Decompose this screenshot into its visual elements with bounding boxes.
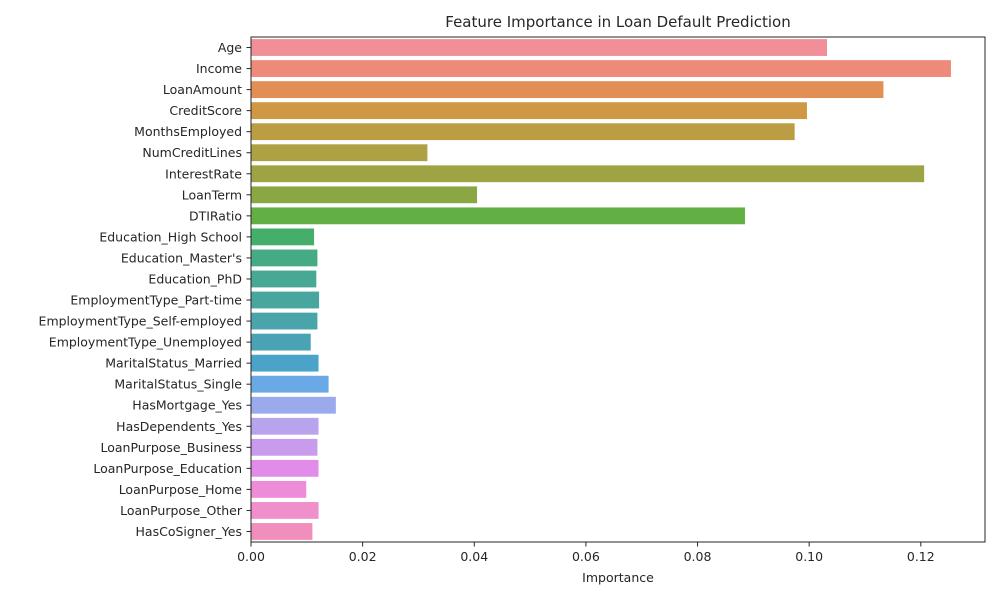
- bar-employmenttype-part-time: [251, 291, 320, 309]
- bars-layer: [251, 39, 951, 540]
- bar-age: [251, 39, 828, 56]
- y-tick-label: LoanPurpose_Home: [119, 482, 243, 497]
- x-axis-label: Importance: [582, 570, 654, 585]
- bar-employmenttype-self-employed: [251, 312, 318, 330]
- y-tick-label: LoanPurpose_Education: [93, 461, 242, 476]
- y-tick-label: HasDependents_Yes: [116, 419, 242, 434]
- chart-title: Feature Importance in Loan Default Predi…: [445, 13, 790, 31]
- y-tick-label: Age: [218, 40, 242, 55]
- bar-creditscore: [251, 102, 807, 120]
- y-tick-label: Education_PhD: [148, 271, 242, 286]
- bar-education-phd: [251, 270, 317, 288]
- x-tick-label: 0.10: [795, 549, 823, 564]
- bar-loanpurpose-business: [251, 438, 318, 456]
- bar-numcreditlines: [251, 144, 428, 162]
- x-tick-labels: 0.00 0.02 0.04 0.06 0.08 0.10 0.12: [237, 549, 935, 564]
- y-tick-label: EmploymentType_Self-employed: [39, 314, 242, 329]
- x-tick-label: 0.02: [349, 549, 377, 564]
- bar-education-master-s: [251, 249, 318, 267]
- bar-loanamount: [251, 81, 884, 99]
- bar-loanpurpose-home: [251, 480, 307, 498]
- y-tick-label: MaritalStatus_Single: [114, 377, 242, 392]
- bar-loanpurpose-other: [251, 502, 319, 519]
- y-tick-label: MaritalStatus_Married: [105, 356, 242, 371]
- bar-loanpurpose-education: [251, 459, 319, 477]
- y-tick-label: DTIRatio: [189, 208, 242, 223]
- x-tick-label: 0.12: [907, 549, 935, 564]
- y-tick-label: EmploymentType_Part-time: [70, 293, 242, 308]
- y-tick-label: Income: [196, 61, 242, 76]
- y-tick-label: LoanPurpose_Other: [120, 503, 243, 518]
- y-tick-label: Education_High School: [99, 229, 242, 244]
- x-tick-label: 0.04: [460, 549, 488, 564]
- y-tick-label: HasCoSigner_Yes: [136, 524, 242, 539]
- y-tick-label: CreditScore: [169, 103, 242, 118]
- bar-maritalstatus-married: [251, 354, 319, 372]
- x-tick-label: 0.08: [684, 549, 712, 564]
- bar-hascosigner-yes: [251, 523, 313, 540]
- y-tick-label: EmploymentType_Unemployed: [49, 335, 242, 350]
- y-tick-labels: Age Income LoanAmount CreditScore MonthsEmpl…: [39, 40, 243, 539]
- y-tick-label: LoanAmount: [163, 82, 242, 97]
- x-tick-label: 0.06: [572, 549, 600, 564]
- bar-monthsemployed: [251, 123, 795, 141]
- y-tick-label: NumCreditLines: [142, 145, 242, 160]
- bar-maritalstatus-single: [251, 375, 329, 393]
- y-tick-label: HasMortgage_Yes: [132, 398, 242, 413]
- axes: [246, 36, 986, 547]
- bar-dtiratio: [251, 207, 745, 225]
- y-tick-label: MonthsEmployed: [134, 124, 242, 139]
- y-tick-label: LoanPurpose_Business: [100, 440, 242, 455]
- y-tick-label: LoanTerm: [182, 187, 242, 202]
- y-tick-label: InterestRate: [165, 166, 242, 181]
- bar-hasmortgage-yes: [251, 396, 336, 414]
- x-tick-label: 0.00: [237, 549, 265, 564]
- bar-interestrate: [251, 165, 925, 183]
- bar-income: [251, 60, 951, 77]
- bar-hasdependents-yes: [251, 417, 319, 435]
- bar-loanterm: [251, 186, 478, 204]
- bar-employmenttype-unemployed: [251, 333, 311, 351]
- y-tick-label: Education_Master's: [121, 250, 242, 265]
- bar-education-high-school: [251, 228, 315, 246]
